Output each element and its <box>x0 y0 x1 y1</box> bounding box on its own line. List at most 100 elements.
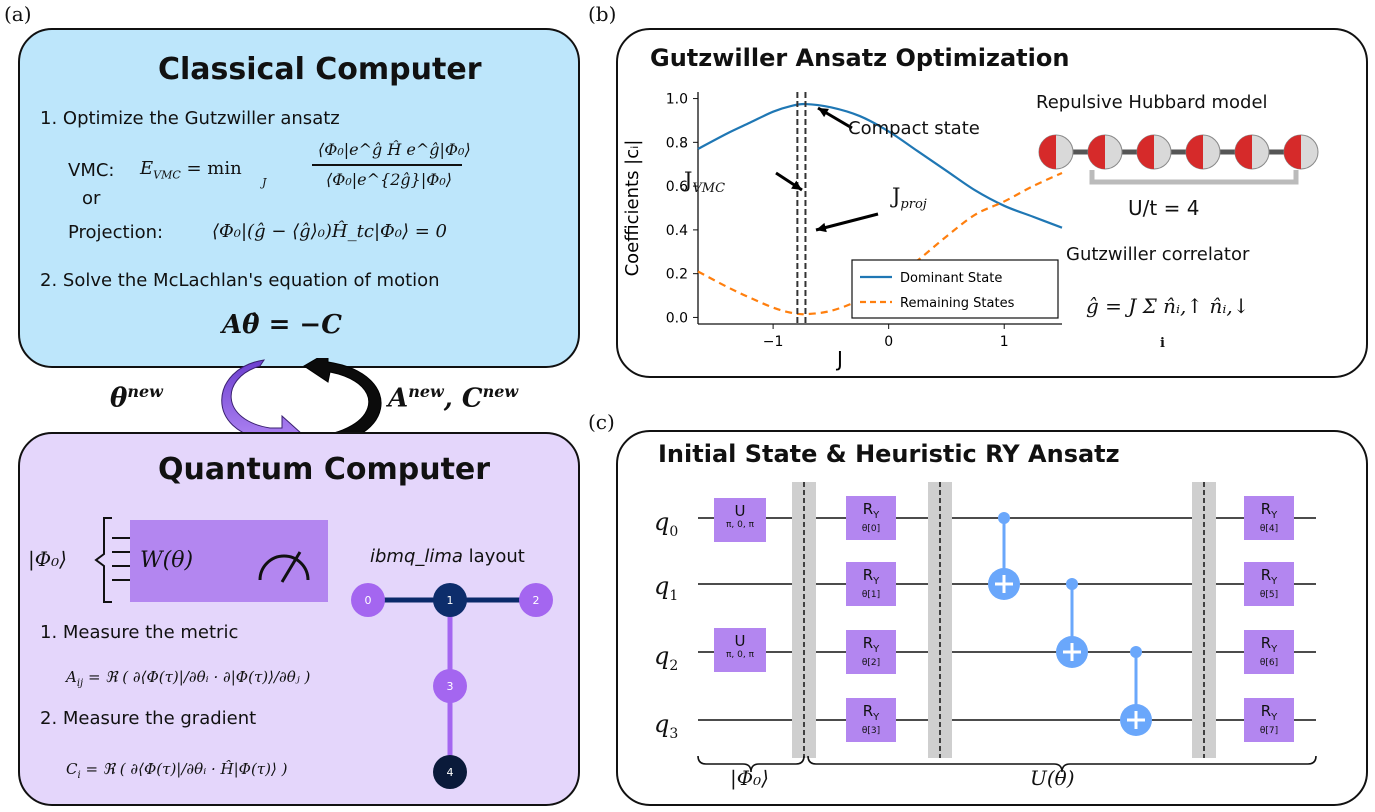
ry-gate-1: RY θ[1] <box>846 562 896 606</box>
layout-node-3 <box>433 669 467 703</box>
phi0-input-label: |Φ₀⟩ <box>28 547 67 571</box>
classical-title: Classical Computer <box>158 52 482 87</box>
quantum-circuit-schematic <box>94 517 328 603</box>
hubbard-title: Repulsive Hubbard model <box>1036 92 1268 113</box>
x-tick-label: −1 <box>763 334 784 350</box>
ry-gate-7: RY θ[7] <box>1244 698 1294 742</box>
or-text: or <box>82 188 101 209</box>
classical-step1: 1. Optimize the Gutzwiller ansatz <box>40 108 340 129</box>
theta-new-label: θnew <box>110 382 163 414</box>
hubbard-site <box>1136 134 1172 170</box>
projection-equation: ⟨Φ₀|(ĝ − ⟨ĝ⟩₀)Ĥ_tc|Φ₀⟩ = 0 <box>212 221 447 242</box>
compact-state-arrow-head <box>818 108 829 118</box>
y-tick-label: 0.6 <box>666 179 688 195</box>
vmc-denominator: ⟨Φ₀|e^{2ĝ}|Φ₀⟩ <box>326 170 452 189</box>
vmc-label: VMC: <box>68 160 115 181</box>
quantum-step2: 2. Measure the gradient <box>40 708 257 729</box>
quantum-title: Quantum Computer <box>158 452 491 487</box>
legend-box <box>851 259 1059 319</box>
correlator-equation: ĝ = J Σ n̂ᵢ,↑ n̂ᵢ,↓ <box>1086 294 1250 318</box>
ry-gate-2: RY θ[2] <box>846 630 896 674</box>
panel-label-b: (b) <box>588 2 617 26</box>
w-theta-label: W(θ) <box>140 548 194 573</box>
layout-node-1-label: 1 <box>447 594 454 607</box>
hubbard-site <box>1185 134 1221 170</box>
panel-label-c: (c) <box>588 410 615 434</box>
hubbard-site <box>1283 134 1319 170</box>
coefficient-chart: 0.0 0.2 0.4 0.6 0.8 1.0 Coefficients |cᵢ| −1 0 1… <box>622 92 1063 371</box>
input-brace <box>94 517 112 603</box>
layout-node-4 <box>433 755 467 789</box>
y-tick-label: 0.8 <box>666 135 688 151</box>
ac-new-label: Anew, Cnew <box>388 382 519 414</box>
y-tick-label: 0.2 <box>666 267 688 283</box>
correlator-title: Gutzwiller correlator <box>1066 244 1250 265</box>
metric-equation: Aij = ℜ ( ∂⟨Φ(τ)|/∂θᵢ · ∂|Φ(τ)⟩/∂θⱼ ) <box>66 668 311 689</box>
jproj-arrow <box>815 212 879 232</box>
circuit-box <box>616 430 1368 806</box>
equation-of-motion: Aθ̇ = −C <box>222 310 342 340</box>
x-axis-label: J <box>835 347 843 371</box>
x-tick-label: 1 <box>1000 334 1009 350</box>
correlator-sum-index: i <box>1160 336 1165 351</box>
classical-step2: 2. Solve the McLachlan's equation of mot… <box>40 270 440 291</box>
hubbard-site <box>1038 134 1074 170</box>
ry-gate-5: RY θ[5] <box>1244 562 1294 606</box>
ut-label: U/t = 4 <box>1128 196 1200 220</box>
dominant-state-line <box>697 102 1063 229</box>
w-theta-gate <box>130 520 240 602</box>
projection-label: Projection: <box>68 222 164 243</box>
y-tick-label: 1.0 <box>666 92 688 108</box>
jvmc-arrow-head <box>791 180 802 190</box>
jproj-label: Jproj <box>892 184 927 213</box>
qubit-label-0: q0 <box>654 508 679 540</box>
circuit-title: Initial State & Heuristic RY Ansatz <box>658 440 1120 468</box>
vmc-min-subscript: J <box>262 176 267 189</box>
jvmc-label: JVMC <box>684 168 726 197</box>
jproj-arrow-head <box>816 222 827 233</box>
y-tick-label: 0.4 <box>666 223 688 239</box>
cnot-control-1 <box>1066 578 1078 590</box>
qubit-label-1: q1 <box>654 572 679 604</box>
quantum-circuit <box>697 482 1317 773</box>
measure-gate <box>240 520 328 602</box>
ibmq-lima-layout: 0 1 2 3 4 <box>351 583 553 789</box>
panel-label-a: (a) <box>4 2 32 26</box>
layout-node-3-label: 3 <box>447 680 454 693</box>
qubit-label-3: q3 <box>654 710 679 742</box>
y-axis-label: Coefficients |cᵢ| <box>622 140 643 277</box>
u-theta-brace <box>807 755 1317 773</box>
gutzwiller-box <box>616 28 1368 378</box>
ry-gate-4: RY θ[4] <box>1244 496 1294 540</box>
gradient-equation: Ci = ℜ ( ∂⟨Φ(τ)|/∂θᵢ · Ĥ|Φ(τ)⟩ ) <box>66 760 288 781</box>
vmc-fraction-bar <box>312 164 462 166</box>
qubit-label-2: q2 <box>654 642 679 674</box>
legend-entry: Dominant State <box>900 271 1002 286</box>
hubbard-site <box>1087 134 1123 170</box>
ry-gate-0: RY θ[0] <box>846 496 896 540</box>
quantum-step1: 1. Measure the metric <box>40 622 239 643</box>
ry-gate-6: RY θ[6] <box>1244 630 1294 674</box>
legend-entry: Remaining States <box>900 296 1015 311</box>
layout-node-2 <box>519 583 553 617</box>
vmc-energy-lhs: EVMC = min <box>140 158 242 182</box>
cnot-control-2 <box>1130 646 1142 658</box>
layout-node-2-label: 2 <box>533 594 540 607</box>
phi0-brace <box>697 755 805 773</box>
u-theta-brace-label: U(θ) <box>1030 766 1075 790</box>
gutzwiller-title: Gutzwiller Ansatz Optimization <box>650 44 1070 72</box>
layout-title: ibmq_lima layout <box>370 546 525 567</box>
measure-meter-icon <box>258 554 310 581</box>
layout-node-0-label: 0 <box>365 594 372 607</box>
classical-computer-box <box>18 28 580 368</box>
hubbard-site <box>1234 134 1270 170</box>
quantum-computer-box <box>18 432 580 806</box>
measure-needle <box>280 551 302 583</box>
ry-gate-3: RY θ[3] <box>846 698 896 742</box>
phi0-brace-label: |Φ₀⟩ <box>730 766 769 790</box>
cnot-control-0 <box>998 512 1010 524</box>
compact-state-label: Compact state <box>848 118 980 139</box>
layout-node-0 <box>351 583 385 617</box>
